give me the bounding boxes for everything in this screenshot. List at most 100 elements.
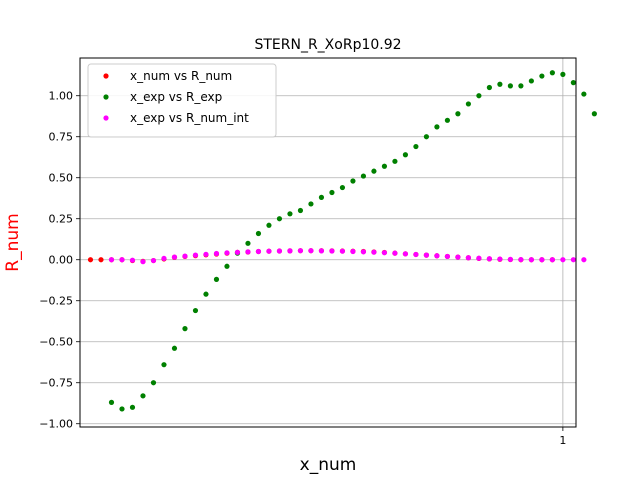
y-tick-label: −0.50: [39, 336, 73, 349]
y-tick-label: −0.75: [39, 377, 73, 390]
data-point: [171, 254, 178, 260]
data-point: [329, 248, 335, 254]
data-point: [528, 78, 534, 84]
data-point: [497, 256, 503, 262]
data-point: [119, 257, 125, 263]
data-point: [434, 124, 440, 130]
data-point: [444, 253, 451, 260]
data-point: [161, 362, 167, 368]
data-point: [276, 216, 283, 222]
legend: x_num vs R_num x_exp vs R_exp x_exp vs R_n…: [87, 63, 277, 138]
data-point: [570, 257, 576, 263]
data-point: [203, 291, 209, 297]
data-point: [507, 256, 513, 262]
data-point: [350, 178, 356, 184]
data-point: [266, 222, 272, 228]
data-point: [203, 251, 209, 257]
data-point: [476, 255, 482, 261]
data-point: [140, 259, 146, 265]
y-axis-label: R_num: [3, 213, 23, 271]
data-point: [318, 248, 325, 254]
data-point: [476, 93, 482, 99]
y-tick-label: −0.25: [39, 295, 73, 308]
data-point: [213, 250, 220, 257]
data-point: [413, 251, 419, 258]
data-point: [339, 184, 346, 191]
data-point: [591, 111, 597, 117]
chart-title: STERN_R_XoRp10.92: [254, 37, 401, 53]
data-point: [518, 256, 524, 263]
data-point: [549, 257, 555, 263]
data-point: [497, 81, 503, 87]
data-point: [287, 248, 293, 254]
data-point: [507, 83, 513, 89]
data-point: [360, 173, 367, 179]
data-point: [182, 253, 188, 259]
data-point: [266, 248, 272, 254]
x-axis-label: x_num: [300, 455, 357, 475]
data-point: [308, 201, 314, 207]
data-point: [150, 257, 157, 264]
data-point: [581, 257, 587, 263]
data-point: [434, 253, 440, 259]
ticks-layer: 1.00 0.75 0.50 0.25 0.00 −0.25 −0.50 −0.75 −1.00…: [39, 90, 566, 447]
data-point: [486, 256, 492, 262]
y-tick-label: 0.75: [49, 131, 74, 144]
data-point: [371, 168, 377, 174]
data-point: [119, 406, 125, 412]
data-point: [108, 257, 115, 263]
data-point: [392, 158, 398, 164]
data-point: [339, 248, 346, 254]
data-point: [171, 345, 178, 351]
data-point: [255, 230, 262, 237]
data-point: [213, 276, 220, 282]
data-point: [560, 257, 566, 263]
legend-marker: [103, 115, 109, 121]
data-point: [539, 257, 545, 263]
legend-marker: [103, 73, 109, 79]
y-tick-label: 0.25: [49, 213, 74, 226]
data-point: [224, 250, 230, 256]
data-point: [308, 248, 314, 254]
data-point: [297, 207, 304, 214]
data-point: [276, 248, 283, 254]
series-layer: [87, 70, 597, 412]
data-point: [381, 250, 388, 256]
data-point: [539, 73, 545, 79]
data-point: [423, 134, 430, 140]
legend-marker: [103, 94, 109, 100]
data-point: [444, 117, 451, 123]
data-point: [455, 254, 461, 260]
data-point: [245, 249, 251, 255]
data-point: [98, 257, 104, 263]
data-point: [423, 252, 430, 258]
data-point: [560, 71, 566, 77]
y-tick-label: 0.50: [49, 172, 74, 185]
legend-label: x_num vs R_num: [130, 69, 232, 83]
data-point: [224, 263, 230, 269]
data-point: [287, 211, 293, 217]
data-point: [402, 152, 409, 158]
plot-frame: [79, 57, 577, 428]
data-point: [528, 257, 534, 263]
data-point: [150, 380, 157, 386]
data-point: [87, 257, 94, 263]
data-point: [549, 70, 555, 76]
data-point: [140, 393, 146, 399]
data-point: [182, 326, 188, 332]
data-point: [129, 257, 136, 263]
legend-label: x_exp vs R_exp: [130, 90, 222, 104]
y-tick-label: 0.00: [49, 254, 74, 267]
data-point: [465, 255, 472, 261]
data-point: [402, 251, 409, 257]
data-point: [581, 91, 587, 97]
data-point: [245, 240, 251, 246]
legend-label: x_exp vs R_num_int: [130, 111, 249, 125]
data-point: [192, 252, 199, 258]
x-tick-label: 1: [559, 434, 566, 447]
data-point: [413, 143, 419, 150]
data-point: [360, 249, 367, 255]
data-point: [381, 163, 388, 169]
data-point: [455, 111, 461, 117]
